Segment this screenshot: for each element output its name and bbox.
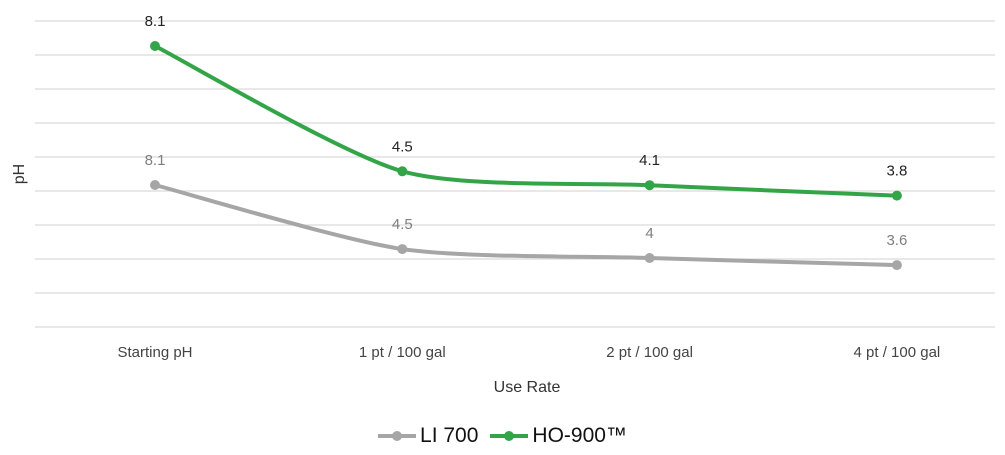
data-label: 3.6 <box>886 232 907 249</box>
data-label: 4.5 <box>392 216 413 233</box>
data-label: 4.5 <box>392 138 413 155</box>
data-point <box>644 252 655 263</box>
legend: LI 700 HO-900™ <box>0 424 1005 448</box>
data-label: 4.1 <box>639 152 660 169</box>
legend-swatch-li700 <box>378 429 417 443</box>
data-point <box>150 41 160 51</box>
x-tick-label: 1 pt / 100 gal <box>359 344 446 361</box>
series-lines: 8.1 4.5 4 3.6 8.1 4.5 4.1 3.8 <box>145 13 907 271</box>
data-label: 8.1 <box>145 152 166 169</box>
data-label: 8.1 <box>145 13 166 30</box>
data-point <box>150 180 160 190</box>
y-axis-title: pH <box>11 164 28 184</box>
gridlines <box>35 20 995 328</box>
x-tick-label: 4 pt / 100 gal <box>854 344 941 361</box>
data-point <box>644 180 655 191</box>
x-tick-labels: Starting pH 1 pt / 100 gal 2 pt / 100 gal 4… <box>117 344 940 361</box>
data-point <box>397 244 408 255</box>
series-line <box>153 183 899 268</box>
data-label: 3.8 <box>886 163 907 180</box>
legend-label-li700: LI 700 <box>420 424 479 447</box>
legend-item-ho900: HO-900™ <box>490 424 627 448</box>
line-chart: Starting pH 1 pt / 100 gal 2 pt / 100 gal 4… <box>11 13 995 396</box>
data-label: 4 <box>645 225 653 242</box>
legend-label-ho900: HO-900™ <box>532 424 627 447</box>
series-line <box>153 44 899 198</box>
data-point <box>891 190 902 201</box>
data-point <box>397 166 408 177</box>
legend-swatch-ho900 <box>490 429 529 443</box>
x-tick-label: Starting pH <box>117 344 192 361</box>
x-axis-title: Use Rate <box>494 379 561 396</box>
x-tick-label: 2 pt / 100 gal <box>606 344 693 361</box>
legend-item-li700: LI 700 <box>378 424 478 448</box>
data-point <box>891 260 902 271</box>
